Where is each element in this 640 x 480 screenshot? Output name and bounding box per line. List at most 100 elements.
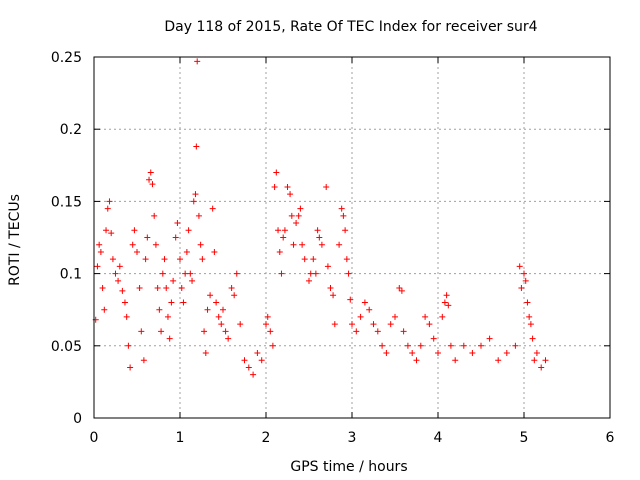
data-point — [178, 285, 185, 292]
data-point — [115, 277, 122, 284]
data-point — [400, 328, 407, 335]
data-point — [284, 183, 291, 190]
data-point — [379, 342, 386, 349]
data-point — [307, 270, 314, 277]
data-point — [228, 285, 235, 292]
data-point — [195, 212, 202, 219]
data-point — [170, 277, 177, 284]
data-point — [443, 292, 450, 299]
data-point — [290, 241, 297, 248]
x-tick-label: 2 — [262, 430, 271, 446]
data-point — [99, 285, 106, 292]
data-point — [396, 285, 403, 292]
data-point — [441, 299, 448, 306]
data-point — [220, 306, 226, 313]
data-point — [531, 357, 538, 364]
data-point — [215, 313, 222, 320]
y-tick-label: 0.05 — [51, 339, 82, 355]
chart-title: Day 118 of 2015, Rate Of TEC Index for r… — [164, 19, 537, 35]
data-point — [398, 287, 405, 294]
data-point — [108, 230, 115, 237]
x-axis-label: GPS time / hours — [290, 459, 407, 475]
x-tick-label: 6 — [606, 430, 615, 446]
data-point — [164, 313, 171, 320]
data-point — [439, 313, 446, 320]
data-point — [177, 256, 183, 263]
y-tick-label: 0.15 — [51, 194, 82, 210]
data-point — [445, 302, 452, 309]
data-point — [275, 227, 282, 234]
data-point — [281, 227, 288, 234]
data-point — [495, 357, 502, 364]
data-point — [345, 270, 352, 277]
data-point — [306, 277, 312, 284]
data-point — [435, 350, 441, 357]
y-tick-label: 0.1 — [60, 267, 82, 283]
data-point — [213, 299, 220, 306]
data-point — [280, 234, 287, 241]
data-point — [204, 306, 211, 313]
x-tick-label: 4 — [434, 430, 443, 446]
data-point — [422, 313, 429, 320]
data-point — [183, 248, 190, 255]
data-point — [486, 335, 493, 342]
data-point — [231, 292, 238, 299]
data-points — [92, 58, 549, 378]
data-point — [529, 335, 536, 342]
data-point — [101, 306, 108, 313]
data-point — [383, 350, 390, 357]
data-point — [312, 270, 319, 277]
data-point — [370, 321, 377, 328]
data-point — [316, 234, 323, 241]
data-point — [142, 256, 149, 263]
data-point — [185, 227, 192, 234]
data-point — [297, 205, 304, 212]
data-point — [404, 342, 411, 349]
data-point — [250, 371, 257, 378]
data-point — [518, 285, 525, 292]
data-point — [318, 241, 325, 248]
data-point — [392, 313, 398, 320]
data-point — [323, 183, 330, 190]
data-point — [521, 270, 527, 277]
data-point — [241, 357, 248, 364]
data-point — [174, 220, 181, 227]
data-point — [94, 263, 101, 270]
data-point — [152, 241, 159, 248]
data-point — [273, 169, 280, 176]
data-point — [374, 328, 381, 335]
data-point — [338, 205, 345, 212]
data-point — [112, 270, 119, 277]
axis-ticks — [93, 56, 611, 419]
data-point — [245, 364, 252, 371]
data-point — [357, 313, 364, 320]
data-point — [342, 227, 349, 234]
y-tick-label: 0 — [73, 411, 82, 427]
data-point — [121, 299, 128, 306]
y-tick-label: 0.25 — [51, 50, 82, 66]
data-point — [349, 321, 355, 328]
data-point — [192, 191, 199, 198]
data-point — [159, 270, 166, 277]
data-point — [310, 256, 317, 263]
data-point — [336, 241, 343, 248]
data-point — [149, 181, 156, 188]
x-tick-labels: 0 1 2 3 4 5 6 — [90, 430, 615, 446]
data-point — [147, 169, 154, 176]
data-point — [119, 287, 126, 294]
data-point — [138, 328, 145, 335]
data-point — [116, 263, 123, 270]
data-point — [516, 263, 523, 270]
data-point — [330, 292, 337, 299]
x-tick-label: 5 — [520, 430, 529, 446]
data-point — [131, 227, 138, 234]
data-point — [225, 335, 232, 342]
data-point — [452, 357, 459, 364]
data-point — [293, 220, 300, 227]
data-point — [343, 256, 350, 263]
data-point — [278, 270, 285, 277]
data-point — [299, 241, 306, 248]
data-point — [154, 285, 161, 292]
